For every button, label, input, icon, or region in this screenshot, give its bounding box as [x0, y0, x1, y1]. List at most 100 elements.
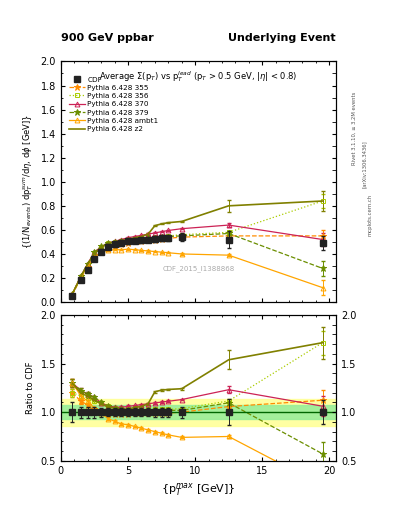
Bar [61, 406, 336, 419]
Pythia 6.428 ambt1 [226, 252, 231, 258]
Pythia 6.428 355 [139, 238, 144, 244]
Pythia 6.428 370 [166, 227, 171, 233]
Pythia 6.428 z2 [146, 231, 151, 237]
CDF [92, 255, 97, 262]
Pythia 6.428 379 [226, 230, 231, 237]
Pythia 6.428 355 [92, 254, 97, 261]
Pythia 6.428 ambt1 [85, 263, 90, 269]
Pythia 6.428 379 [139, 236, 144, 242]
Line: Pythia 6.428 z2: Pythia 6.428 z2 [72, 201, 323, 294]
Pythia 6.428 356 [119, 238, 124, 244]
Text: mcplots.cern.ch: mcplots.cern.ch [367, 194, 373, 236]
Pythia 6.428 355 [126, 240, 130, 246]
Pythia 6.428 ambt1 [70, 291, 75, 297]
CDF [112, 241, 117, 247]
Pythia 6.428 370 [132, 233, 137, 240]
Line: Pythia 6.428 379: Pythia 6.428 379 [69, 230, 326, 298]
Line: CDF: CDF [70, 234, 325, 299]
Pythia 6.428 379 [179, 233, 184, 239]
Pythia 6.428 356 [126, 237, 130, 243]
Pythia 6.428 z2 [320, 198, 325, 204]
Pythia 6.428 370 [139, 232, 144, 239]
Pythia 6.428 355 [226, 233, 231, 239]
Pythia 6.428 z2 [126, 237, 130, 243]
Pythia 6.428 356 [166, 233, 171, 239]
Pythia 6.428 ambt1 [159, 249, 164, 255]
Pythia 6.428 379 [79, 272, 83, 279]
CDF [226, 237, 231, 243]
Pythia 6.428 355 [179, 234, 184, 240]
Pythia 6.428 356 [70, 292, 75, 298]
Text: Rivet 3.1.10, ≥ 3.2M events: Rivet 3.1.10, ≥ 3.2M events [352, 91, 357, 165]
Line: Pythia 6.428 370: Pythia 6.428 370 [70, 223, 325, 296]
Pythia 6.428 370 [112, 238, 117, 244]
Pythia 6.428 356 [106, 240, 110, 246]
Pythia 6.428 370 [92, 249, 97, 255]
Text: Average $\Sigma$(p$_T$) vs p$_T^{lead}$ (p$_T$ > 0.5 GeV, |$\eta$| < 0.8): Average $\Sigma$(p$_T$) vs p$_T^{lead}$ … [99, 69, 298, 83]
Line: Pythia 6.428 356: Pythia 6.428 356 [70, 199, 325, 297]
Pythia 6.428 356 [179, 231, 184, 238]
Pythia 6.428 z2 [119, 238, 124, 244]
Pythia 6.428 z2 [99, 244, 103, 250]
Pythia 6.428 356 [132, 236, 137, 242]
Y-axis label: {(1/N$_{events}$) dp$_T^{sum}$/d$\eta$, d$\phi$ [GeV]}: {(1/N$_{events}$) dp$_T^{sum}$/d$\eta$, … [22, 114, 35, 249]
Pythia 6.428 ambt1 [320, 285, 325, 291]
Pythia 6.428 379 [92, 249, 97, 255]
Pythia 6.428 356 [320, 198, 325, 204]
Pythia 6.428 370 [79, 272, 83, 279]
Pythia 6.428 370 [226, 222, 231, 228]
Line: Pythia 6.428 ambt1: Pythia 6.428 ambt1 [70, 247, 325, 296]
Pythia 6.428 370 [126, 234, 130, 241]
Text: Underlying Event: Underlying Event [228, 33, 336, 44]
X-axis label: {p$_T^{max}$ [GeV]}: {p$_T^{max}$ [GeV]} [161, 481, 236, 498]
Pythia 6.428 356 [146, 234, 151, 241]
Pythia 6.428 ambt1 [146, 248, 151, 254]
Pythia 6.428 ambt1 [106, 247, 110, 253]
Pythia 6.428 355 [79, 275, 83, 281]
Pythia 6.428 355 [85, 264, 90, 270]
Pythia 6.428 370 [320, 237, 325, 243]
Pythia 6.428 356 [152, 234, 157, 240]
Pythia 6.428 z2 [159, 221, 164, 227]
CDF [70, 293, 75, 299]
Pythia 6.428 356 [85, 262, 90, 268]
Pythia 6.428 370 [85, 261, 90, 267]
Pythia 6.428 379 [320, 265, 325, 271]
Pythia 6.428 370 [119, 237, 124, 243]
Pythia 6.428 z2 [112, 239, 117, 245]
Pythia 6.428 370 [146, 231, 151, 237]
CDF [139, 237, 144, 243]
Pythia 6.428 356 [112, 239, 117, 245]
Pythia 6.428 355 [70, 292, 75, 298]
Pythia 6.428 370 [106, 240, 110, 246]
Pythia 6.428 z2 [92, 250, 97, 257]
Pythia 6.428 356 [92, 251, 97, 257]
Pythia 6.428 356 [159, 233, 164, 240]
Pythia 6.428 379 [85, 261, 90, 267]
Pythia 6.428 379 [126, 237, 130, 243]
Pythia 6.428 355 [166, 235, 171, 241]
Pythia 6.428 355 [99, 248, 103, 254]
Pythia 6.428 379 [152, 234, 157, 241]
Pythia 6.428 ambt1 [112, 247, 117, 253]
Pythia 6.428 356 [99, 244, 103, 250]
Pythia 6.428 ambt1 [92, 254, 97, 260]
Pythia 6.428 355 [152, 237, 157, 243]
Text: 900 GeV ppbar: 900 GeV ppbar [61, 33, 154, 44]
CDF [132, 238, 137, 244]
Bar [61, 398, 336, 426]
Pythia 6.428 z2 [132, 234, 137, 241]
CDF [119, 240, 124, 246]
Pythia 6.428 ambt1 [152, 248, 157, 254]
Pythia 6.428 379 [70, 291, 75, 297]
Text: [arXiv:1306.3436]: [arXiv:1306.3436] [362, 140, 367, 188]
Pythia 6.428 379 [166, 233, 171, 240]
Pythia 6.428 ambt1 [166, 250, 171, 256]
Pythia 6.428 379 [132, 237, 137, 243]
Pythia 6.428 370 [179, 226, 184, 232]
Pythia 6.428 356 [139, 235, 144, 241]
Pythia 6.428 379 [119, 238, 124, 244]
Pythia 6.428 z2 [79, 273, 83, 279]
CDF [179, 234, 184, 240]
Pythia 6.428 356 [79, 274, 83, 280]
